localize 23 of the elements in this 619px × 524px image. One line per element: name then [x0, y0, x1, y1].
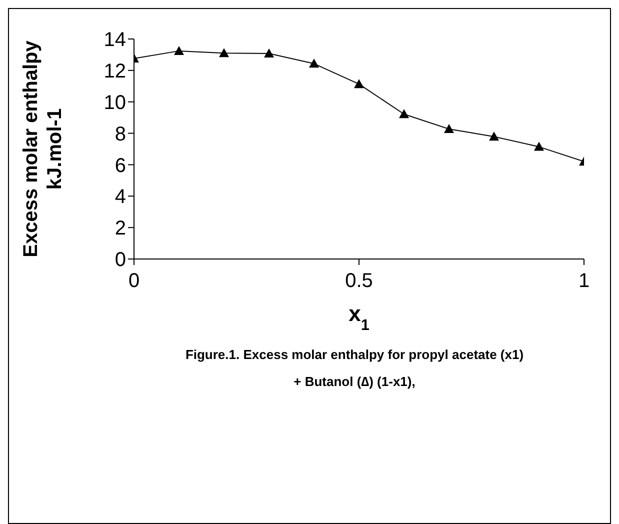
text: + Butanol (∆) (1-x1), — [292, 373, 416, 391]
y-tick-label: 0 — [114, 249, 126, 272]
x-axis-title: x$_{1}$ — [348, 301, 370, 334]
y-tick-label: 10 — [104, 92, 126, 114]
y-axis-title: Excess molar enthalpy kJ.mol-1 — [20, 40, 66, 258]
y-tick-label: 4 — [114, 186, 126, 208]
y-tick-label: 12 — [104, 60, 126, 83]
point — [354, 79, 364, 88]
x-tick-label: 1 — [578, 270, 590, 292]
y-tick-label: 2 — [114, 218, 126, 240]
point — [264, 48, 274, 58]
y-tick-label: 8 — [114, 123, 126, 146]
point — [309, 58, 319, 68]
point — [174, 46, 184, 55]
y-tick-label: 6 — [114, 154, 126, 177]
point — [444, 124, 454, 134]
y-tick-label: 14 — [104, 29, 126, 52]
point — [399, 109, 409, 118]
point — [219, 48, 229, 58]
x-tick-label: 0.5 — [345, 270, 373, 292]
point — [489, 132, 499, 141]
text: Figure.1. Excess molar enthalpy for propyl acetate (x1) — [184, 346, 525, 364]
point — [534, 142, 544, 151]
